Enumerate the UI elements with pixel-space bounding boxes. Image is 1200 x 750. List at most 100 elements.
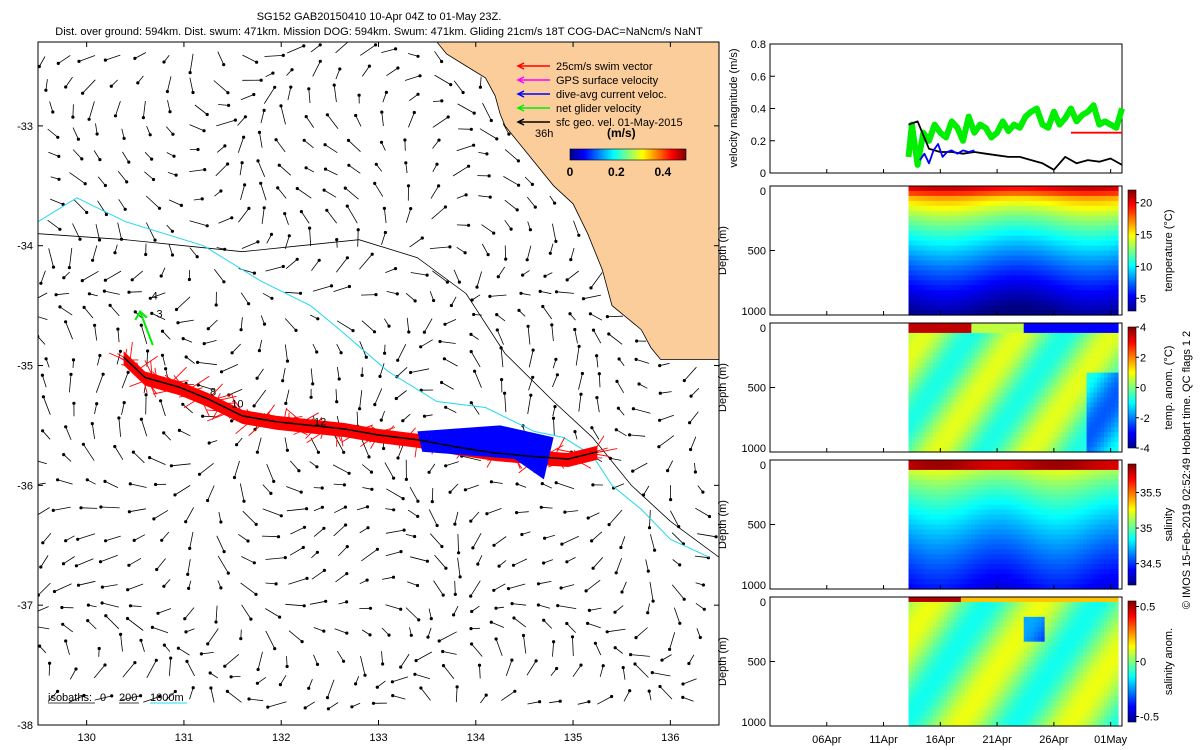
section-cell <box>1020 342 1025 349</box>
section-cell <box>939 362 945 369</box>
current-vector <box>405 607 419 621</box>
section-cell <box>939 186 945 192</box>
section-cell <box>1058 407 1063 413</box>
section-cell <box>1097 417 1102 423</box>
section-cell <box>1051 285 1056 291</box>
section-cell <box>922 357 927 364</box>
map-x-tick-label: 132 <box>272 732 290 744</box>
current-vector <box>434 554 447 569</box>
section-cell <box>922 255 927 262</box>
section-cell <box>943 300 948 306</box>
current-vector <box>333 85 337 103</box>
section-cell <box>946 280 952 286</box>
section-cell <box>946 412 952 418</box>
section-cell <box>1048 332 1053 339</box>
current-vector-head <box>417 618 421 622</box>
section-cell <box>985 205 990 212</box>
section-cell <box>929 382 934 389</box>
current-vector-head <box>519 291 523 295</box>
section-cell <box>974 220 979 227</box>
section-cell <box>936 382 941 389</box>
current-vector-head <box>375 547 379 551</box>
section-cell <box>1065 397 1070 403</box>
section-cell <box>971 290 976 296</box>
section-cell <box>912 422 917 428</box>
section-cell <box>1044 195 1049 202</box>
current-vector <box>114 446 124 460</box>
section-cell <box>957 382 962 389</box>
current-vector-head <box>396 358 400 362</box>
current-vector-head <box>470 609 474 614</box>
section-cell <box>1013 220 1018 227</box>
section-cell <box>1041 332 1046 339</box>
section-cell <box>915 382 920 389</box>
current-vector-head <box>256 667 260 672</box>
section-cell <box>946 447 952 453</box>
current-vector <box>128 291 142 293</box>
section-cell <box>978 412 983 418</box>
current-vector-head <box>98 158 102 162</box>
section-cell <box>1034 327 1039 334</box>
current-vector-head <box>634 636 638 640</box>
current-vector <box>266 463 275 482</box>
section-cell <box>974 280 979 286</box>
section-cell <box>919 250 924 257</box>
section-cell <box>929 397 934 403</box>
current-vector <box>645 559 649 572</box>
section-cell <box>1030 422 1035 428</box>
section-cell <box>999 310 1004 316</box>
current-vector-head <box>565 560 569 564</box>
section-cell <box>1097 220 1102 227</box>
section-cell <box>1016 280 1021 286</box>
section-cell <box>1069 397 1074 403</box>
section-cell <box>929 275 934 281</box>
section-cell <box>1114 210 1119 217</box>
current-vector-head <box>677 525 681 529</box>
section-cell <box>912 514 917 521</box>
section-cell <box>988 342 993 349</box>
section-cell <box>1072 280 1077 286</box>
section-cell <box>1002 240 1007 247</box>
current-vector-head <box>44 88 48 92</box>
section-cell <box>1013 270 1018 276</box>
current-vector-head <box>219 370 224 374</box>
current-vector-head <box>85 478 89 482</box>
section-cell <box>1107 427 1112 433</box>
current-vector <box>549 700 561 704</box>
current-vector-head <box>689 394 693 398</box>
current-vector-head <box>159 399 163 403</box>
section-cell <box>1111 186 1116 192</box>
current-vector-head <box>104 539 108 543</box>
section-cell <box>946 240 952 247</box>
section-cell <box>992 235 997 242</box>
section-cell <box>1079 337 1084 344</box>
section-cell <box>960 392 965 399</box>
current-vector-head <box>452 613 456 617</box>
section-cell <box>978 310 983 316</box>
section-cell <box>908 295 913 301</box>
section-cell <box>1034 387 1039 394</box>
section-cell <box>1069 407 1074 413</box>
map-x-tick-label: 135 <box>564 732 582 744</box>
current-vector <box>168 244 173 256</box>
current-vector-head <box>144 393 148 397</box>
current-vector-head <box>284 401 288 405</box>
section-cell <box>995 412 1000 418</box>
current-vector-head <box>289 85 293 89</box>
section-cell <box>960 407 965 413</box>
current-vector <box>201 652 214 655</box>
section-cell <box>936 352 941 359</box>
section-cell <box>1093 200 1098 207</box>
section-cell <box>1055 250 1060 257</box>
current-vector-head <box>176 646 180 650</box>
section-cell <box>915 554 920 560</box>
section-cell <box>981 290 986 296</box>
section-cell <box>1100 210 1105 217</box>
section-cell <box>964 332 969 339</box>
section-cell <box>908 469 913 476</box>
section-cell <box>1065 332 1070 339</box>
section-cell <box>1114 240 1119 247</box>
section-cell <box>978 352 983 359</box>
section-cell <box>919 347 924 354</box>
section-cell <box>999 447 1004 453</box>
